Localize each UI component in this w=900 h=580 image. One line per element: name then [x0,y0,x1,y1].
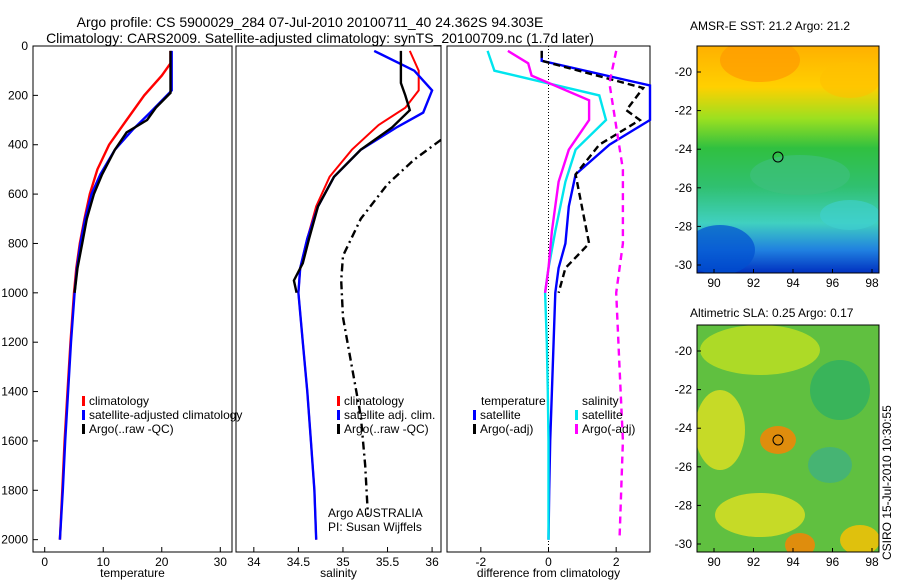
x-tick-label: 2 [613,555,620,569]
legend-label: Argo(-adj) [582,422,635,436]
series-line [540,50,652,540]
map-x-tick-label: 92 [747,276,761,290]
x-tick-label: 34.5 [287,555,311,569]
series-line [58,50,173,540]
x-tick-label: 35.5 [376,555,400,569]
legend-swatch [337,396,340,406]
x-tick-label: 20 [155,555,169,569]
y-tick-label: 1400 [1,385,28,399]
chart-title-line1: Argo profile: CS 5900029_284 07-Jul-2010… [76,14,544,30]
map-x-tick-label: 90 [707,555,721,569]
map-y-tick-label: -30 [675,537,693,551]
sla-argo-location-marker [772,434,784,446]
map-y-tick-label: -22 [675,104,693,118]
series-line [339,138,442,516]
x-axis-label: difference from climatology [477,566,620,580]
sst-argo-location-marker [772,151,784,163]
series-line [58,50,172,540]
y-tick-label: 1800 [1,483,28,497]
x-tick-label: 30 [214,555,228,569]
y-tick-label: 1600 [1,434,28,448]
sla-map [697,325,879,552]
legend-swatch [82,424,85,434]
x-tick-label: 35 [336,555,350,569]
legend-label: Argo(..raw -QC) [89,422,174,436]
y-tick-label: 0 [21,39,28,53]
chart-title-line2: Climatology: CARS2009. Satellite-adjuste… [46,30,594,46]
map-y-tick-label: -24 [675,142,693,156]
y-tick-label: 1200 [1,335,28,349]
legend-label: satellite-adjusted climatology [89,408,242,422]
y-tick-label: 600 [8,187,28,201]
annotation-line: Argo AUSTRALIA [328,506,423,520]
x-tick-label: 36 [425,555,439,569]
panel-frame [235,45,442,553]
series-line [540,50,646,294]
map-x-tick-label: 96 [826,555,840,569]
legend-label: climatology [89,394,149,408]
sla-map-title: Altimetric SLA: 0.25 Argo: 0.17 [690,306,854,320]
legend-heading: salinity [582,394,619,408]
legend-label: satellite [480,408,521,422]
map-y-tick-label: -28 [675,219,693,233]
legend-heading: temperature [481,394,546,408]
legend-swatch [473,424,476,434]
map-y-tick-label: -24 [675,421,693,435]
map-y-tick-label: -28 [675,498,693,512]
annotation-line: PI: Susan Wijffels [328,520,422,534]
x-tick-label: 34 [247,555,261,569]
series-line [73,50,172,293]
map-y-tick-label: -30 [675,258,693,272]
legend-label: Argo(..raw -QC) [344,422,429,436]
legend-swatch [337,424,340,434]
series-line [486,50,608,540]
legend-swatch [82,410,85,420]
legend-label: Argo(-adj) [480,422,533,436]
y-tick-label: 200 [8,88,28,102]
map-x-tick-label: 92 [747,555,761,569]
x-tick-label: 0 [545,555,552,569]
map-x-tick-label: 96 [826,276,840,290]
legend-swatch [337,410,340,420]
x-tick-label: -2 [475,555,486,569]
x-tick-label: 0 [41,555,48,569]
series-line [292,50,412,294]
map-y-tick-label: -20 [675,344,693,358]
legend-swatch [473,410,476,420]
legend-label: satellite adj. clim. [344,408,435,422]
sst-map [697,46,879,273]
map-y-tick-label: -26 [675,181,693,195]
panel-frame [32,45,233,553]
y-tick-label: 800 [8,236,28,250]
legend-swatch [82,396,85,406]
map-x-tick-label: 94 [786,276,800,290]
map-y-tick-label: -26 [675,460,693,474]
legend-swatch [575,424,578,434]
legend-label: satellite [582,408,623,422]
map-x-tick-label: 98 [865,276,879,290]
map-x-tick-label: 98 [865,555,879,569]
y-tick-label: 1000 [1,286,28,300]
x-axis-label: salinity [320,566,357,580]
y-tick-label: 2000 [1,533,28,547]
legend-swatch [575,410,578,420]
series-line [507,49,591,293]
x-axis-label: temperature [100,566,165,580]
map-y-tick-label: -20 [675,65,693,79]
legend-label: climatology [344,394,404,408]
map-x-tick-label: 94 [786,555,800,569]
map-y-tick-label: -22 [675,383,693,397]
profile-panel-2: 34 34.5 35 35.5 36 salinity [235,45,442,580]
series-line [608,50,625,540]
y-tick-label: 400 [8,138,28,152]
x-tick-label: 10 [97,555,111,569]
profile-panel-1: 0 10 20 30 0 200 400 600 800 1000 1200 1400 1600 1800… [1,39,233,580]
map-x-tick-label: 90 [707,276,721,290]
sst-map-title: AMSR-E SST: 21.2 Argo: 21.2 [690,19,851,33]
